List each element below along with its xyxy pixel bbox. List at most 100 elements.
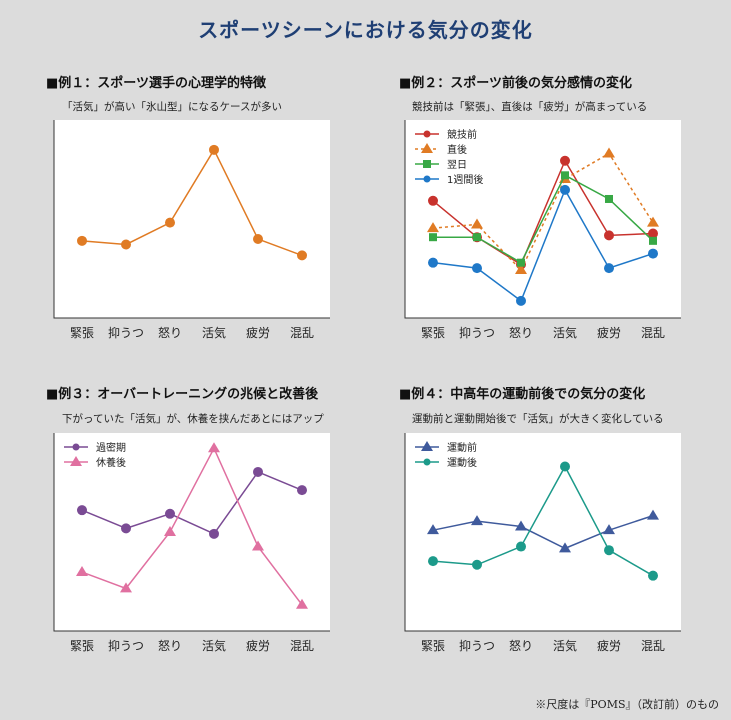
data-point — [253, 466, 263, 477]
legend-label: 競技前 — [447, 128, 477, 141]
x-tick-label: 混乱 — [641, 639, 665, 653]
plot-area — [405, 433, 681, 631]
data-point — [647, 216, 659, 227]
legend-label: 運動後 — [447, 456, 477, 469]
x-tick-label: 混乱 — [290, 326, 314, 340]
x-tick-label: 抑うつ — [108, 325, 144, 340]
data-point — [603, 147, 615, 158]
series-line — [432, 152, 654, 272]
page-title: スポーツシーンにおける気分の変化 — [198, 18, 533, 42]
data-point — [648, 248, 658, 259]
data-point — [471, 515, 483, 526]
data-point — [208, 442, 220, 453]
legend-marker — [423, 130, 431, 138]
legend-marker — [423, 160, 431, 168]
x-tick-label: 疲労 — [597, 638, 621, 653]
legend-item: 過密期 — [64, 441, 126, 454]
series-line — [81, 471, 303, 535]
legend-item: 1週間後 — [415, 173, 483, 186]
legend-label: 翌日 — [447, 159, 467, 171]
data-point — [516, 295, 526, 306]
data-point — [516, 541, 526, 552]
legend-marker — [421, 441, 433, 451]
data-point — [296, 598, 308, 609]
legend-label: 直後 — [447, 143, 467, 156]
x-tick-label: 緊張 — [421, 639, 445, 653]
legend-label: 運動前 — [447, 441, 477, 454]
series-運動後 — [428, 461, 658, 581]
series-line — [432, 514, 654, 550]
x-tick-label: 怒り — [158, 638, 182, 653]
axis-line — [404, 433, 681, 632]
chart-4: 緊張 抑うつ 怒り 活気 疲労 混乱 運動前 運動後 — [397, 433, 681, 668]
panel-2-subtitle: 競技前は「緊張」、直後は「疲労」が高まっている — [412, 101, 648, 113]
data-point — [297, 250, 307, 261]
legend-item: 休養後 — [64, 456, 126, 469]
series-直後 — [427, 147, 659, 274]
x-tick-label: 疲労 — [246, 638, 270, 653]
data-point — [121, 239, 131, 250]
plot-area — [54, 120, 330, 318]
data-point — [560, 155, 570, 166]
legend-marker — [70, 456, 82, 466]
data-point — [560, 184, 570, 195]
panel-3-subtitle: 下がっていた「活気」が、休養を挟んだあとにはアップ — [62, 413, 324, 425]
x-tick-label: 活気 — [553, 325, 577, 340]
series-line — [81, 446, 303, 606]
data-point — [297, 485, 307, 496]
legend-item: 翌日 — [415, 159, 467, 171]
data-point — [428, 257, 438, 268]
x-tick-label: 抑うつ — [108, 638, 144, 653]
x-tick-label: 活気 — [202, 325, 226, 340]
axis-line — [404, 120, 681, 319]
data-point — [77, 235, 87, 246]
series-line — [433, 174, 654, 264]
data-point — [76, 566, 88, 577]
data-point — [472, 263, 482, 274]
chart-3: 緊張 抑うつ 怒り 活気 疲労 混乱 過密期 休養後 — [46, 433, 330, 668]
data-point — [427, 222, 439, 233]
data-point — [648, 570, 658, 581]
series-休養後 — [76, 442, 308, 609]
data-point — [604, 230, 614, 241]
legend-label: 1週間後 — [447, 173, 483, 186]
data-point — [604, 263, 614, 274]
data-point — [429, 233, 437, 242]
data-point — [427, 524, 439, 535]
axis-line — [53, 120, 330, 319]
data-point — [165, 217, 175, 228]
series-1週間後 — [428, 184, 658, 306]
data-point — [428, 556, 438, 567]
legend-marker — [421, 143, 433, 153]
series-0 — [77, 144, 307, 261]
series-line — [432, 159, 654, 266]
x-tick-label: 怒り — [509, 638, 533, 653]
data-point — [515, 263, 527, 274]
series-翌日 — [429, 171, 657, 267]
x-tick-label: 活気 — [202, 638, 226, 653]
data-point — [209, 144, 219, 155]
footnote: ※尺度は『POMS』（改訂前）のもの — [535, 698, 719, 711]
series-line — [432, 464, 654, 577]
x-tick-label: 活気 — [553, 638, 577, 653]
legend-item: 運動後 — [415, 456, 477, 469]
data-point — [648, 228, 658, 239]
x-tick-label: 緊張 — [70, 639, 94, 653]
legend-item: 直後 — [415, 143, 467, 156]
data-point — [121, 523, 131, 534]
series-競技前 — [428, 155, 658, 270]
x-tick-label: 怒り — [158, 325, 182, 340]
series-過密期 — [77, 466, 307, 539]
x-tick-label: 緊張 — [421, 326, 445, 340]
data-point — [209, 528, 219, 539]
data-point — [164, 526, 176, 536]
axis-line — [53, 433, 330, 632]
plot-area — [54, 433, 330, 631]
series-line — [432, 188, 654, 303]
data-point — [165, 508, 175, 519]
legend-marker — [72, 443, 80, 451]
data-point — [603, 524, 615, 535]
x-tick-label: 疲労 — [246, 325, 270, 340]
panel-4-title: ■例４：中高年の運動前後での気分の変化 — [399, 387, 646, 402]
panel-1-subtitle: 「活気」が高い「氷山型」になるケースが多い — [62, 101, 282, 113]
